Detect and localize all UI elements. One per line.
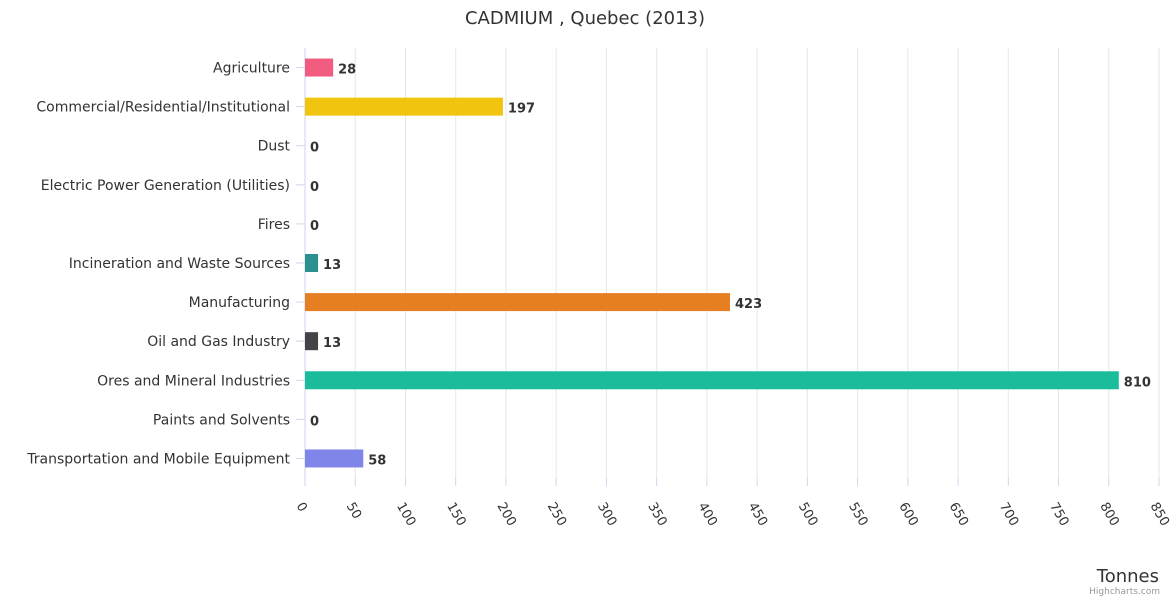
x-tick-label: 100 — [393, 500, 418, 529]
bar[interactable] — [305, 58, 334, 77]
data-label: 0 — [310, 414, 319, 429]
data-label: 58 — [368, 453, 386, 468]
x-tick-label: 250 — [544, 500, 569, 529]
category-label: Commercial/Residential/Institutional — [36, 100, 290, 116]
x-tick-label: 650 — [946, 500, 971, 529]
x-axis-title: Tonnes — [1096, 566, 1159, 587]
x-tick-label: 550 — [845, 500, 870, 529]
x-tick-label: 500 — [795, 500, 820, 529]
category-label: Electric Power Generation (Utilities) — [41, 178, 290, 194]
bar[interactable] — [305, 449, 364, 468]
chart-title: CADMIUM , Quebec (2013) — [465, 8, 705, 29]
bar[interactable] — [305, 332, 319, 351]
grid-lines — [296, 48, 1160, 486]
category-label: Ores and Mineral Industries — [97, 373, 290, 389]
data-label: 13 — [323, 336, 341, 351]
x-tick-label: 0 — [293, 500, 310, 515]
x-tick-label: 700 — [996, 500, 1021, 529]
category-label: Incineration and Waste Sources — [69, 256, 290, 272]
x-tick-label: 350 — [644, 500, 669, 529]
data-label: 13 — [323, 258, 341, 273]
data-label: 423 — [735, 297, 762, 312]
x-tick-label: 400 — [694, 500, 719, 529]
category-label: Manufacturing — [189, 295, 290, 311]
category-label: Paints and Solvents — [153, 412, 290, 428]
data-label: 0 — [310, 180, 319, 195]
x-tick-label: 450 — [745, 500, 770, 529]
category-label: Oil and Gas Industry — [147, 334, 290, 350]
category-label: Dust — [258, 139, 291, 155]
x-tick-label: 850 — [1147, 500, 1170, 529]
credits-link[interactable]: Highcharts.com — [1089, 587, 1160, 597]
data-label: 0 — [310, 219, 319, 234]
data-label: 810 — [1124, 375, 1151, 390]
x-tick-label: 200 — [494, 500, 519, 529]
x-tick-label: 150 — [443, 500, 468, 529]
data-label: 197 — [508, 102, 535, 117]
x-tick-label: 600 — [895, 500, 920, 529]
category-labels: Agriculture Commercial/Residential/Instit… — [26, 61, 290, 468]
x-tick-label: 750 — [1046, 500, 1071, 529]
bar[interactable] — [305, 293, 730, 312]
x-tick-label: 50 — [343, 500, 364, 522]
bar[interactable] — [305, 97, 503, 116]
bars: 28 197 0 0 0 13 423 13 810 0 58 — [305, 58, 1151, 468]
x-tick-label: 300 — [594, 500, 619, 529]
data-label: 28 — [338, 63, 356, 78]
x-tick-label: 800 — [1096, 500, 1121, 529]
x-tick-labels: 0 50 100 150 200 250 300 350 400 450 500 550 600 650 7… — [293, 500, 1170, 529]
bar[interactable] — [305, 254, 319, 272]
category-label: Fires — [258, 217, 290, 233]
category-label: Agriculture — [213, 61, 290, 77]
category-label: Transportation and Mobile Equipment — [26, 451, 290, 467]
data-label: 0 — [310, 141, 319, 156]
bar[interactable] — [305, 371, 1119, 390]
